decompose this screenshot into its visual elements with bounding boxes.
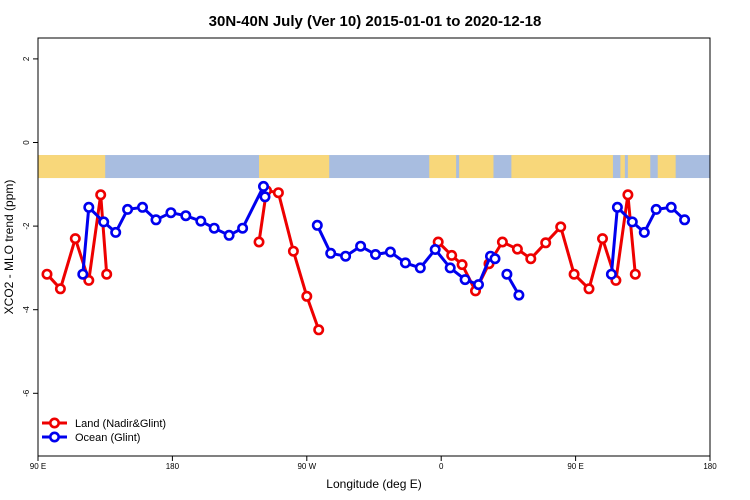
legend-item-land: Land (Nadir&Glint) [42, 417, 166, 430]
series-1-point-3-5 [665, 201, 677, 213]
series-0-point-0-4 [95, 189, 107, 201]
series-1-point-3-3 [638, 226, 650, 238]
plot-frame [37, 37, 711, 457]
series-0-point-2-15 [629, 268, 641, 280]
series-1-point-0-10 [208, 222, 220, 234]
series-0-point-1-2 [272, 187, 284, 199]
y-axis: 2 0 -2 -4 -6 [22, 56, 38, 397]
series-0-point-2-14 [622, 189, 634, 201]
legend-label-land: Land (Nadir&Glint) [75, 418, 166, 430]
series-0-point-1-5 [313, 324, 325, 336]
series-1-point-3-2 [626, 216, 638, 228]
series-1-point-0-11 [223, 229, 235, 241]
x-tick-label-3: 0 [439, 462, 444, 471]
legend: Land (Nadir&Glint) Ocean (Glint) [42, 417, 166, 444]
series-1-point-0-8 [180, 210, 192, 222]
land-region-7 [657, 155, 676, 179]
legend-marker-ocean [48, 431, 60, 443]
series-0-point-2-9 [555, 221, 567, 233]
series-1-point-1-8 [429, 244, 441, 256]
series-1-point-2-1 [513, 289, 525, 301]
y-tick-label-1: 0 [22, 140, 31, 145]
series-1-point-0-12 [237, 222, 249, 234]
series-1-point-1-4 [369, 249, 381, 261]
series-0-line-1 [257, 189, 321, 331]
series-1-point-1-2 [340, 250, 352, 262]
y-tick-label-4: -6 [22, 389, 31, 397]
x-tick-label-5: 180 [703, 462, 717, 471]
series-1-point-1-9 [444, 262, 456, 274]
series-0-point-0-2 [69, 233, 81, 245]
series-0-point-2-12 [596, 233, 608, 245]
series-1-point-0-14 [259, 191, 271, 203]
y-axis-label: XCO2 - MLO trend (ppm) [2, 180, 16, 315]
series-0-point-2-7 [525, 253, 537, 265]
x-axis: 90 E 180 90 W 0 90 E 180 [30, 456, 717, 471]
series-1-point-1-11 [472, 279, 484, 291]
series-0-point-0-3 [83, 274, 95, 286]
land-region-3 [459, 155, 494, 179]
series-1-point-3-4 [650, 203, 662, 215]
series-0-point-0-0 [41, 268, 53, 280]
series-1-point-0-0 [77, 268, 89, 280]
legend-marker-land [48, 417, 60, 429]
series-0-point-1-3 [287, 245, 299, 257]
series-0-point-1-0 [253, 236, 265, 248]
series-1-point-0-7 [165, 207, 177, 219]
series-1-point-1-1 [325, 247, 337, 259]
series-1-point-0-9 [195, 215, 207, 227]
series-1-point-0-2 [98, 216, 110, 228]
series-0-point-0-5 [101, 268, 113, 280]
series-0-point-2-1 [446, 249, 458, 261]
land-region-0 [38, 155, 106, 179]
y-tick-label-2: -2 [22, 222, 31, 230]
series-0-point-2-11 [583, 283, 595, 295]
series-0 [41, 185, 641, 336]
x-tick-label-4: 90 E [567, 462, 583, 471]
x-tick-label-2: 90 W [297, 462, 316, 471]
legend-label-ocean: Ocean (Glint) [75, 432, 140, 444]
series-0-point-0-1 [54, 283, 66, 295]
series-1-point-1-7 [414, 262, 426, 274]
series-layer [41, 180, 691, 336]
series-1-point-2-0 [501, 268, 513, 280]
series-1-point-3-6 [679, 214, 691, 226]
x-axis-label: Longitude (deg E) [326, 477, 421, 491]
land-region-2 [429, 155, 457, 179]
y-tick-label-0: 2 [22, 56, 31, 61]
series-0-point-2-2 [456, 259, 468, 271]
x-tick-label-1: 180 [166, 462, 180, 471]
y-tick-label-3: -4 [22, 306, 31, 314]
series-1-point-3-0 [605, 268, 617, 280]
series-1-point-0-1 [83, 201, 95, 213]
series-1-point-1-13 [489, 253, 501, 265]
chart-title: 30N-40N July (Ver 10) 2015-01-01 to 2020… [209, 13, 542, 30]
series-1-point-0-13 [257, 180, 269, 192]
series-0-point-2-10 [568, 268, 580, 280]
series-1-point-1-6 [399, 257, 411, 269]
legend-item-ocean: Ocean (Glint) [42, 431, 140, 444]
series-1-point-1-3 [355, 240, 367, 252]
land-region-6 [627, 155, 651, 179]
series-0-point-2-8 [540, 237, 552, 249]
series-1-point-0-3 [110, 226, 122, 238]
land-region-4 [511, 155, 613, 179]
series-0-point-2-6 [511, 243, 523, 255]
series-0-point-1-4 [301, 290, 313, 302]
series-1-point-1-10 [459, 274, 471, 286]
series-1-point-0-6 [150, 214, 162, 226]
series-1-point-1-5 [384, 246, 396, 258]
land-region-1 [259, 155, 330, 179]
series-1-point-3-1 [611, 201, 623, 213]
land-region-5 [620, 155, 625, 179]
series-1-point-0-5 [137, 201, 149, 213]
series-1-point-0-4 [122, 203, 134, 215]
land-ocean-band [38, 155, 710, 179]
x-tick-label-0: 90 E [30, 462, 46, 471]
series-1-point-1-0 [311, 219, 323, 231]
series-0-point-2-5 [496, 236, 508, 248]
series-1 [77, 180, 691, 301]
